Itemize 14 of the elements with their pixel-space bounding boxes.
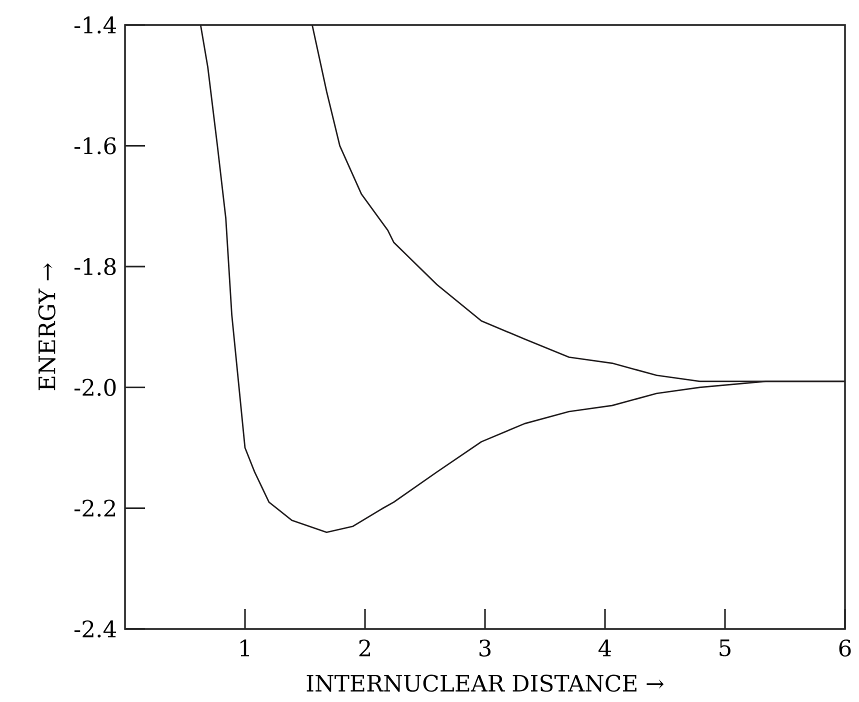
x-tick-label: 6 [839,639,851,657]
y-axis-title: ENERGY → [38,263,56,390]
x-tick-label: 3 [480,639,491,657]
y-tick-label: -2.0 [74,378,116,396]
x-tick-label: 5 [720,639,730,656]
x-axis-title: INTERNUCLEAR DISTANCE → [306,674,664,692]
y-tick-label: -2.4 [74,620,116,638]
y-tick-label: -1.8 [74,258,116,276]
y-tick-label: -1.4 [74,16,116,34]
x-tick-label: 2 [359,639,370,656]
x-tick-label: 4 [598,639,612,656]
y-tick-label: -1.6 [74,137,116,154]
x-tick-label: 1 [240,639,250,656]
y-tick-label: -2.2 [74,500,115,517]
